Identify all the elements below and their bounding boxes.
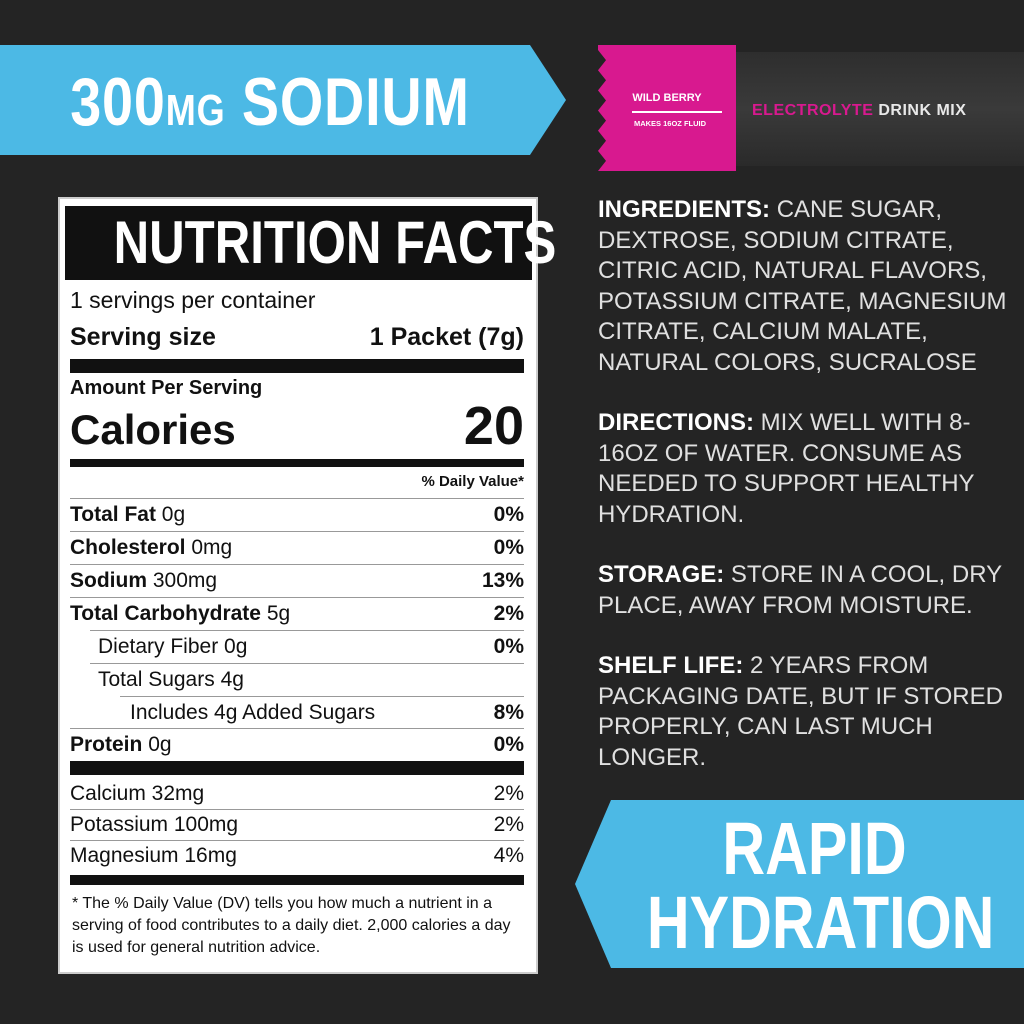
nutrient-row: Dietary Fiber 0g 0%	[98, 635, 524, 658]
calories: Calories 20	[70, 396, 524, 456]
mineral-row: Potassium 100mg 2%	[70, 813, 524, 836]
nutrition-facts-panel: NUTRITION FACTS 1 servings per container…	[58, 197, 556, 974]
sodium-amount: 300	[70, 64, 166, 140]
rapid-hydration-banner: RAPID HYDRATION	[575, 800, 1024, 968]
packet-label: WILD BERRY MAKES 16OZ FLUID	[598, 45, 736, 171]
dv-header: % Daily Value*	[421, 473, 524, 490]
mineral-row: Magnesium 16mg 4%	[70, 844, 524, 867]
sodium-label: SODIUM	[241, 64, 470, 140]
divider	[632, 111, 722, 113]
amount-per-serving: Amount Per Serving	[70, 377, 263, 399]
nutrition-title: NUTRITION FACTS	[65, 206, 556, 280]
sodium-banner: 300MG SODIUM	[0, 45, 566, 155]
divider	[70, 875, 524, 885]
nutrient-row: Total Sugars 4g	[98, 668, 244, 691]
serving-size: Serving size 1 Packet (7g)	[70, 323, 524, 351]
nutrient-row: Protein 0g 0%	[70, 733, 524, 756]
nutrient-row: Total Carbohydrate 5g 2%	[70, 602, 524, 625]
divider	[70, 459, 524, 467]
footnote: * The % Daily Value (DV) tells you how m…	[72, 895, 511, 956]
storage: STORAGE: STORE IN A COOL, DRY PLACE, AWA…	[598, 561, 1002, 619]
shelf-life: SHELF LIFE: 2 YEARS FROM PACKAGING DATE,…	[598, 652, 1003, 771]
product-accent: ELECTROLYTE	[752, 102, 874, 119]
product-info: INGREDIENTS: CANE SUGAR, DEXTROSE, SODIU…	[598, 195, 1018, 803]
mineral-row: Calcium 32mg 2%	[70, 782, 524, 805]
banner-line-2: HYDRATION	[646, 881, 995, 964]
sodium-unit: MG	[165, 86, 226, 135]
banner-line-1: RAPID	[722, 807, 907, 890]
divider	[70, 359, 524, 373]
product-name: ELECTROLYTE DRINK MIX	[752, 102, 966, 120]
nutrient-row: Includes 4g Added Sugars 8%	[130, 701, 524, 724]
divider	[70, 761, 524, 775]
ingredients: INGREDIENTS: CANE SUGAR, DEXTROSE, SODIU…	[598, 196, 1007, 376]
directions: DIRECTIONS: MIX WELL WITH 8-16OZ OF WATE…	[598, 409, 975, 528]
flavor: WILD BERRY	[632, 92, 702, 104]
product-rest: DRINK MIX	[878, 102, 967, 119]
makes-fluid: MAKES 16OZ FLUID	[633, 119, 707, 128]
servings: 1 servings per container	[70, 287, 316, 313]
nutrient-row: Sodium 300mg 13%	[70, 569, 524, 592]
nutrient-row: Total Fat 0g 0%	[70, 503, 524, 526]
packet-body	[700, 52, 1024, 166]
nutrient-row: Cholesterol 0mg 0%	[70, 536, 524, 559]
